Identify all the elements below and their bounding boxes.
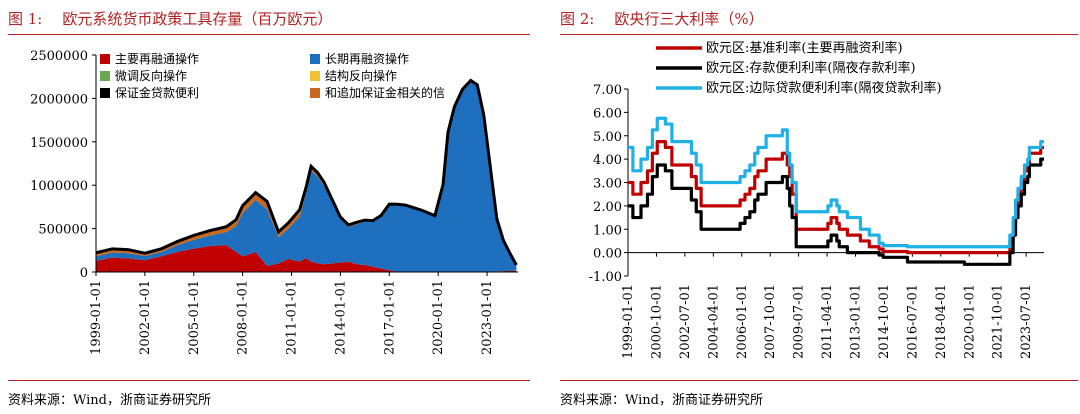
series-line-1	[628, 157, 1044, 266]
figure-1-bottom-rule	[8, 380, 530, 381]
figure-2-source: 资料来源：Wind，浙商证券研究所	[560, 393, 763, 408]
legend-swatch	[100, 88, 110, 98]
y-tick-label: 7.00	[593, 83, 622, 98]
figure-1-source: 资料来源：Wind，浙商证券研究所	[8, 393, 211, 408]
y-tick-label: 1.00	[593, 223, 622, 238]
legend-label: 结构反向操作	[325, 68, 397, 83]
figure-1-title-text: 欧元系统货币政策工具存量（百万欧元）	[62, 10, 333, 28]
legend-item: 主要再融通操作	[100, 51, 199, 66]
x-tick-label: 2000-10-01	[649, 284, 664, 359]
legend-swatch	[100, 54, 110, 64]
x-tick-label: 2009-07-01	[792, 284, 807, 359]
x-tick-label: 2016-07-01	[905, 284, 920, 359]
y-tick-label: 2500000	[30, 49, 88, 64]
legend-label: 和追加保证金相关的信	[325, 85, 445, 100]
x-tick-label: 1999-01-01	[89, 280, 104, 355]
x-tick-label: 2014-10-01	[877, 284, 892, 359]
legend-label: 保证金贷款便利	[115, 85, 199, 100]
y-tick-label: 1000000	[30, 179, 88, 194]
x-tick-label: 2005-01-01	[187, 280, 202, 355]
x-tick-label: 2014-01-01	[333, 280, 348, 355]
series-line-2	[628, 116, 1044, 249]
figure-2-title-text: 欧央行三大利率（%）	[614, 10, 764, 28]
x-tick-label: 2002-01-01	[138, 280, 153, 355]
figure-1-top-rule	[8, 34, 530, 35]
y-tick-label: 5.00	[593, 130, 622, 145]
area-series-4-line	[95, 78, 518, 266]
area-series-0	[96, 245, 517, 272]
y-tick-label: 500000	[38, 223, 88, 238]
y-tick-label: -1.00	[589, 270, 622, 285]
legend-item: 长期再融资操作	[310, 51, 409, 66]
legend-swatch	[310, 88, 320, 98]
legend-item: 结构反向操作	[310, 68, 397, 83]
figure-2-panel: 图 2: 欧央行三大利率（%） -1.00 0.00 1.00 2.00 3.00 4.00…	[552, 0, 1080, 414]
legend-item: 欧元区:边际贷款便利利率(隔夜贷款利率)	[656, 80, 942, 96]
area-series-1	[96, 80, 517, 272]
figure-2-number: 图 2:	[560, 10, 595, 28]
x-tick-label: 2008-01-01	[236, 280, 251, 355]
legend-label: 欧元区:基准利率(主要再融资利率)	[706, 40, 903, 56]
x-tick-label: 2018-04-01	[934, 284, 949, 359]
figure-1-chart: 0 500000 1000000 1500000 2000000 2500000 1999-…	[30, 49, 518, 355]
legend-label: 欧元区:边际贷款便利利率(隔夜贷款利率)	[706, 80, 942, 96]
y-tick-label: 3.00	[593, 177, 622, 192]
y-tick-label: 0.00	[593, 247, 622, 262]
x-tick-label: 2007-10-01	[763, 284, 778, 359]
y-tick-label: 2.00	[593, 200, 622, 215]
figure-1-panel: 图 1: 欧元系统货币政策工具存量（百万欧元） 0 500000 1000000 150…	[8, 8, 530, 408]
legend-label: 长期再融资操作	[325, 51, 409, 66]
legend-label: 微调反向操作	[115, 68, 187, 83]
x-tick-label: 2002-07-01	[678, 284, 693, 359]
x-tick-label: 2004-04-01	[706, 284, 721, 359]
x-tick-label: 2013-01-01	[849, 284, 864, 359]
y-tick-label: 1500000	[30, 136, 88, 151]
y-tick-label: 0	[80, 266, 88, 281]
legend-item: 微调反向操作	[100, 68, 187, 83]
legend-item: 保证金贷款便利	[100, 85, 199, 100]
x-tick-label: 2023-07-01	[1019, 284, 1034, 359]
legend-label: 欧元区:存款便利利率(隔夜存款利率)	[706, 60, 916, 76]
legend-swatch	[310, 71, 320, 81]
x-tick-label: 2021-10-01	[991, 284, 1006, 359]
x-tick-label: 1999-01-01	[621, 284, 636, 359]
x-tick-label: 2011-04-01	[820, 284, 835, 359]
x-tick-label: 2023-01-01	[480, 280, 495, 355]
x-tick-label: 2011-01-01	[285, 280, 300, 355]
y-tick-label: 6.00	[593, 106, 622, 121]
x-tick-label: 2017-01-01	[382, 280, 397, 355]
legend-label: 主要再融通操作	[115, 51, 199, 66]
figure-2-chart: -1.00 0.00 1.00 2.00 3.00 4.00 5.00 6.00 7.00 199…	[589, 40, 1044, 359]
legend-swatch	[100, 71, 110, 81]
legend-item: 欧元区:存款便利利率(隔夜存款利率)	[656, 60, 916, 76]
figure-2-title: 图 2: 欧央行三大利率（%）	[560, 8, 764, 29]
legend-item: 欧元区:基准利率(主要再融资利率)	[656, 40, 903, 56]
legend-swatch	[310, 54, 320, 64]
x-tick-label: 2020-01-01	[431, 280, 446, 355]
figure-1-title: 图 1: 欧元系统货币政策工具存量（百万欧元）	[8, 8, 332, 29]
legend-item: 和追加保证金相关的信	[310, 85, 445, 100]
figure-1-number: 图 1:	[8, 10, 43, 28]
figure-2-bottom-rule	[560, 380, 1078, 381]
y-tick-label: 2000000	[30, 92, 88, 107]
y-tick-label: 4.00	[593, 153, 622, 168]
x-tick-label: 2020-01-01	[962, 284, 977, 359]
x-tick-label: 2006-01-01	[735, 284, 750, 359]
figure-2-top-rule	[560, 34, 1078, 35]
